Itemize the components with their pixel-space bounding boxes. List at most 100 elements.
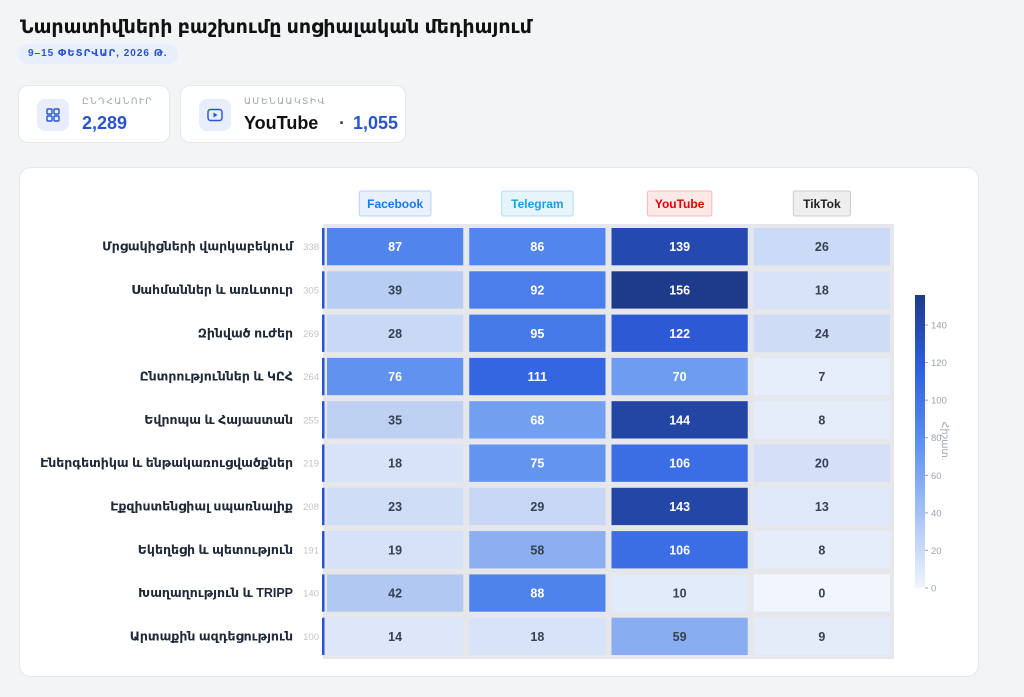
cell-value: 14 — [388, 630, 402, 644]
total-stat-label: ԸՆԴՀԱՆՈՒՐ — [82, 96, 153, 106]
column-header-box-youtube — [646, 190, 713, 217]
most-active-stat-value: 1,055 — [353, 113, 399, 133]
cell-value: 106 — [669, 457, 690, 471]
cell-value: 70 — [673, 370, 687, 384]
cell-value: 92 — [530, 283, 544, 297]
row-label: Եվրոպա և Հայաստան — [144, 413, 293, 427]
column-header-telegram: Telegram — [511, 197, 563, 211]
most-active-stat-card: ԱՄԵՆԱԱԿՏԻՎ YouTube · 1,055 — [180, 85, 406, 143]
row-label: Արտաքին ազդեցություն — [130, 629, 293, 643]
cell-value: 144 — [669, 413, 690, 427]
cell-value: 26 — [815, 240, 829, 254]
heatmap-cell — [753, 574, 890, 612]
row-label: Մրցակիցների վարկաբեկում — [102, 240, 294, 254]
row-total: 140 — [303, 589, 319, 600]
colorbar-tick-label: 140 — [931, 321, 947, 332]
cell-value: 7 — [818, 370, 825, 384]
row-label: Խաղաղություն և TRIPP — [138, 586, 293, 600]
cell-value: 24 — [815, 327, 829, 341]
heatmap-cell — [327, 401, 464, 439]
cell-value: 28 — [388, 327, 402, 341]
cell-value: 39 — [388, 283, 402, 297]
row-accent-bar — [322, 531, 325, 569]
heatmap-cell — [327, 357, 464, 396]
cell-value: 20 — [815, 457, 829, 471]
row-label: Եկեղեցի և պետություն — [138, 543, 293, 557]
column-header-tiktok: TikTok — [803, 197, 841, 211]
heatmap-cell — [469, 357, 606, 396]
heatmap-cell — [611, 444, 748, 482]
row-total: 269 — [303, 329, 319, 340]
row-label: Էքզիստենցիալ սպառնալիք — [110, 499, 293, 513]
heatmap-cell — [469, 531, 606, 569]
heatmap-cell — [753, 314, 890, 352]
colorbar — [915, 295, 925, 588]
cell-value: 8 — [818, 413, 825, 427]
play-icon — [199, 99, 231, 131]
heatmap-cell — [327, 228, 464, 266]
row-accent-bar — [322, 401, 325, 439]
cell-value: 18 — [815, 283, 829, 297]
heatmap-cell — [753, 531, 890, 569]
heatmap-cell — [753, 444, 890, 482]
cell-value: 86 — [530, 240, 544, 254]
cell-value: 13 — [815, 500, 829, 514]
heatmap-cell — [611, 487, 748, 526]
heatmap-cell — [753, 357, 890, 396]
most-active-stat-label: ԱՄԵՆԱԱԿՏԻՎ — [244, 96, 326, 106]
heatmap-cell — [469, 314, 606, 352]
heatmap-cell — [327, 314, 464, 352]
column-header-box-telegram — [501, 190, 574, 217]
column-header-youtube: YouTube — [655, 197, 705, 211]
heatmap-cell — [469, 228, 606, 266]
row-total: 191 — [303, 545, 319, 556]
row-label: Զինված ուժեր — [198, 326, 293, 340]
cell-value: 42 — [388, 587, 402, 601]
heatmap-cell — [327, 574, 464, 612]
cell-value: 29 — [530, 500, 544, 514]
cell-value: 143 — [669, 500, 690, 514]
row-total: 219 — [303, 459, 319, 470]
page-title: Նարատիվների բաշխումը սոցիալական մեդիայու… — [20, 17, 532, 38]
row-total: 305 — [303, 285, 319, 296]
row-total: 255 — [303, 415, 319, 426]
heatmap-cell — [611, 271, 748, 309]
heatmap-cell — [753, 617, 890, 655]
cell-value: 59 — [673, 630, 687, 644]
cell-value: 10 — [673, 587, 687, 601]
heatmap-cell — [469, 574, 606, 612]
heatmap-cell — [327, 617, 464, 655]
column-header-facebook: Facebook — [367, 197, 423, 211]
column-header-box-tiktok — [792, 190, 851, 217]
row-accent-bar — [322, 357, 325, 396]
cell-value: 8 — [818, 543, 825, 557]
cell-value: 23 — [388, 500, 402, 514]
heatmap-cell — [469, 444, 606, 482]
heatmap-cell — [753, 228, 890, 266]
cell-value: 75 — [530, 457, 544, 471]
heatmap-cell — [611, 314, 748, 352]
cell-value: 19 — [388, 543, 402, 557]
cell-value: 68 — [530, 413, 544, 427]
heatmap-chart: Facebook Telegram YouTube TikTok Մրցակիցների… — [40, 190, 950, 659]
colorbar-label: Հիշատ. — [939, 422, 950, 461]
date-range-badge: 9–15 ՓԵՏՐՎԱՐ, 2026 Թ. — [18, 44, 178, 64]
cell-value: 18 — [530, 630, 544, 644]
cell-value: 0 — [818, 587, 825, 601]
cell-value: 111 — [528, 370, 548, 384]
heatmap-cell — [611, 617, 748, 655]
colorbar-tick-label: 0 — [931, 584, 936, 595]
most-active-platform: YouTube — [244, 113, 319, 133]
cell-value: 139 — [669, 240, 690, 254]
heatmap-cell — [469, 617, 606, 655]
heatmap-cell — [611, 228, 748, 266]
cell-value: 35 — [388, 413, 402, 427]
heatmap-cell — [327, 487, 464, 526]
cell-value: 9 — [818, 630, 825, 644]
heatmap-cell — [753, 271, 890, 309]
column-header-box-facebook — [358, 190, 432, 217]
cell-value: 76 — [388, 370, 402, 384]
row-total: 338 — [303, 242, 319, 253]
heatmap-cell — [327, 531, 464, 569]
heatmap-cell — [611, 357, 748, 396]
